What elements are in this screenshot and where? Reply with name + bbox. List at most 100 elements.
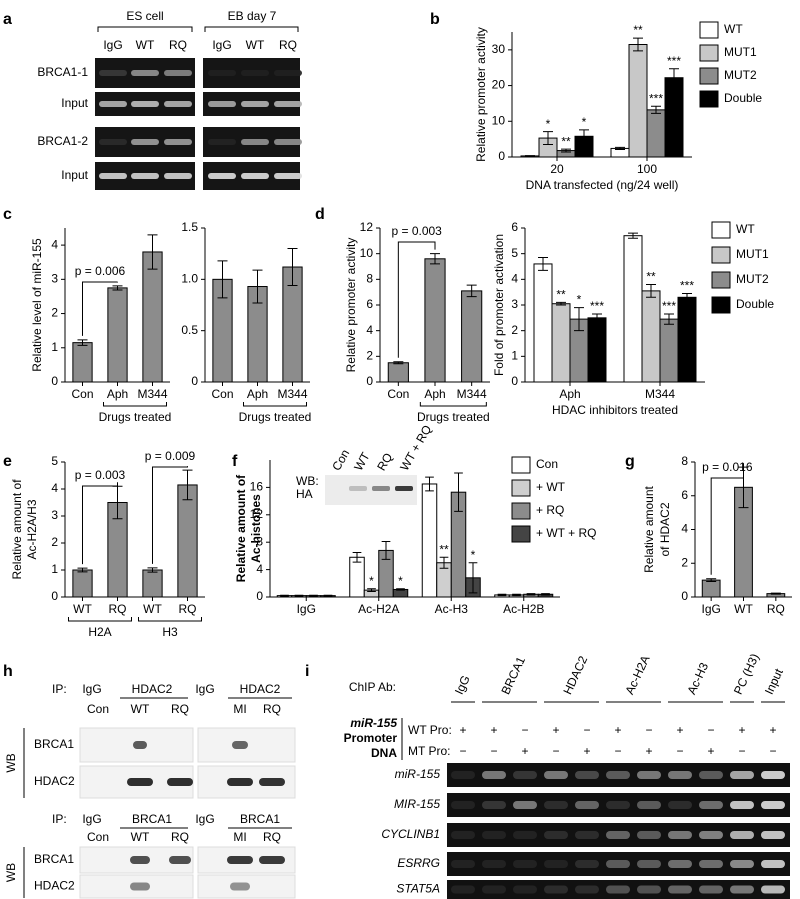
legend-label: MUT2: [736, 272, 769, 286]
group-label: H2A: [88, 625, 111, 639]
significance: ***: [649, 91, 663, 105]
y-tick-label: 0.5: [181, 323, 198, 337]
gel-band: [451, 885, 475, 894]
panel-letter: h: [3, 663, 13, 680]
y-axis-label: Relative amount of: [10, 479, 24, 580]
ip-antibody: HDAC2: [240, 682, 281, 696]
gel-band: [575, 771, 599, 779]
blot-label: WB:: [296, 474, 319, 488]
y-tick-label: 6: [511, 220, 518, 234]
gel-band: [513, 771, 537, 779]
group-bracket: [103, 402, 167, 407]
y-tick-label: 0: [51, 374, 58, 388]
y-tick-label: 3: [511, 297, 518, 311]
gel-band: [513, 885, 537, 894]
gel-band: [208, 173, 236, 179]
gel-band: [575, 831, 599, 839]
y-axis-label: Ac-histones: [249, 494, 263, 563]
legend-swatch: [699, 44, 719, 62]
y-tick-label: 4: [256, 562, 263, 576]
lane-label: WT: [131, 702, 150, 716]
gel-band: [761, 860, 785, 868]
gel-band: [730, 801, 754, 809]
p-bracket: [82, 482, 118, 565]
lane-label: WT: [246, 38, 265, 52]
error-bar: [430, 253, 440, 265]
legend-label: + WT: [536, 480, 566, 494]
gel-band: [99, 139, 127, 145]
y-tick-label: 0: [256, 589, 263, 603]
error-bar: [574, 307, 584, 332]
row-label: BRCA1: [34, 852, 74, 866]
gel-band: [699, 885, 723, 894]
y-tick-label: 2: [366, 349, 373, 363]
gel-band: [544, 860, 568, 868]
gel-band: [164, 70, 192, 76]
condition-mark: +: [614, 723, 621, 737]
error-bar: [561, 148, 571, 153]
bar: [142, 569, 163, 598]
condition-label: MT Pro:: [408, 744, 450, 758]
error-bar: [543, 131, 553, 145]
legend-swatch: [511, 479, 531, 497]
blot-band: [259, 778, 285, 786]
blot-band: [167, 778, 193, 786]
gel-band: [131, 70, 159, 76]
gel-band: [482, 831, 506, 839]
legend-swatch: [699, 90, 719, 108]
bar: [646, 109, 666, 158]
legend-swatch: [711, 271, 731, 289]
x-tick-label: Aph: [247, 387, 268, 401]
condition-mark: −: [738, 744, 745, 758]
gel-band: [395, 486, 413, 491]
gel-band: [451, 801, 475, 809]
p-bracket: [710, 463, 744, 575]
condition-mark: −: [676, 744, 683, 758]
gel-band: [637, 885, 661, 894]
y-tick-label: 3: [51, 508, 58, 522]
blot-label: HA: [296, 487, 313, 501]
gel-band: [544, 831, 568, 839]
promoter-label: Promoter: [344, 731, 398, 745]
gel-band: [668, 860, 692, 868]
antibody-label: HDAC2: [560, 654, 590, 697]
bar: [628, 44, 648, 158]
y-tick-label: 5: [511, 246, 518, 260]
condition-mark: −: [552, 744, 559, 758]
y-tick-label: 16: [250, 480, 264, 494]
group-label: Drugs treated: [239, 410, 312, 424]
bar: [461, 290, 483, 383]
p-value: p = 0.003: [391, 224, 442, 238]
legend-swatch: [711, 296, 731, 314]
gel-band: [513, 860, 537, 868]
ip-antibody: BRCA1: [132, 812, 172, 826]
gel-band: [761, 885, 785, 894]
group-label: ES cell: [126, 9, 163, 23]
gel-band: [482, 860, 506, 868]
y-tick-label: 4: [51, 481, 58, 495]
lane-label: WT: [351, 449, 373, 473]
y-tick-label: 1: [51, 562, 58, 576]
y-tick-label: 2: [511, 323, 518, 337]
significance: ***: [680, 279, 694, 293]
gel-band: [637, 860, 661, 868]
panel-letter: c: [3, 206, 12, 223]
condition-mark: +: [521, 744, 528, 758]
x-tick-label: WT: [734, 602, 753, 616]
x-tick-label: M344: [645, 387, 675, 401]
y-axis-label: Relative promoter activity: [474, 27, 488, 162]
promoter-label: DNA: [371, 746, 397, 760]
legend-swatch: [711, 246, 731, 264]
significance: ***: [667, 54, 681, 68]
ip-label: IP:: [52, 682, 67, 696]
error-bar: [541, 593, 550, 596]
condition-mark: +: [676, 723, 683, 737]
x-tick-label: Ac-H2B: [503, 602, 544, 616]
y-tick-label: 0: [498, 149, 505, 163]
legend-swatch: [699, 21, 719, 39]
gel-band: [131, 139, 159, 145]
p-bracket: [397, 241, 436, 358]
gel-band: [699, 801, 723, 809]
y-tick-label: 1: [511, 349, 518, 363]
